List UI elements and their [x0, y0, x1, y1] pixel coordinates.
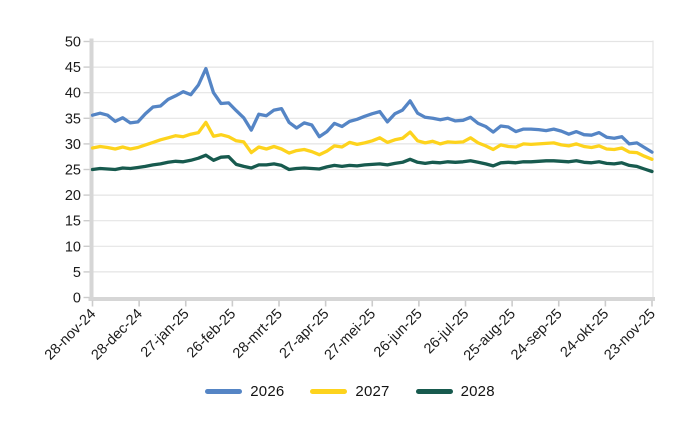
legend-item-2028: 2028	[415, 383, 495, 400]
y-axis-tick-label: 35	[65, 111, 81, 127]
legend-item-2026: 2026	[205, 383, 284, 400]
legend-label: 2028	[460, 383, 495, 400]
y-axis-tick-label: 30	[65, 137, 81, 153]
series-line-2026	[90, 66, 654, 154]
x-axis-tick-label: 26-jun-25	[371, 306, 426, 361]
y-axis-tick-label: 40	[65, 86, 81, 102]
y-axis-tick-label: 5	[73, 265, 81, 281]
y-axis-tick-label: 25	[65, 163, 81, 179]
x-axis-tick-label: 28-dec-24	[88, 306, 145, 363]
series-line-2028	[90, 153, 654, 174]
x-axis-tick-label: 23-nov-25	[601, 306, 658, 363]
chart-legend: 2026 2027 2028	[0, 383, 700, 400]
y-axis-tick-label: 45	[65, 60, 81, 76]
legend-label: 2027	[355, 383, 390, 400]
legend-swatch-2028	[415, 389, 453, 394]
legend-item-2027: 2027	[310, 383, 389, 400]
legend-swatch-2027	[310, 389, 348, 394]
x-axis-tick-label: 24-sep-25	[508, 306, 565, 363]
x-axis-tick-label: 28-mrt-25	[230, 306, 286, 362]
series-line-2027	[90, 120, 654, 161]
x-axis-tick-label: 27-jan-25	[138, 306, 193, 361]
y-axis-tick-label: 20	[65, 188, 81, 204]
y-axis-tick-label: 15	[65, 214, 81, 230]
legend-swatch-2026	[205, 389, 243, 394]
y-axis-tick-label: 10	[65, 239, 81, 255]
legend-label: 2026	[250, 383, 285, 400]
y-axis-tick-label: 50	[65, 35, 81, 51]
x-axis-tick-label: 26-feb-25	[184, 306, 239, 361]
x-axis-tick-label: 27-mei-25	[322, 306, 379, 363]
y-axis-tick-label: 0	[73, 291, 81, 307]
